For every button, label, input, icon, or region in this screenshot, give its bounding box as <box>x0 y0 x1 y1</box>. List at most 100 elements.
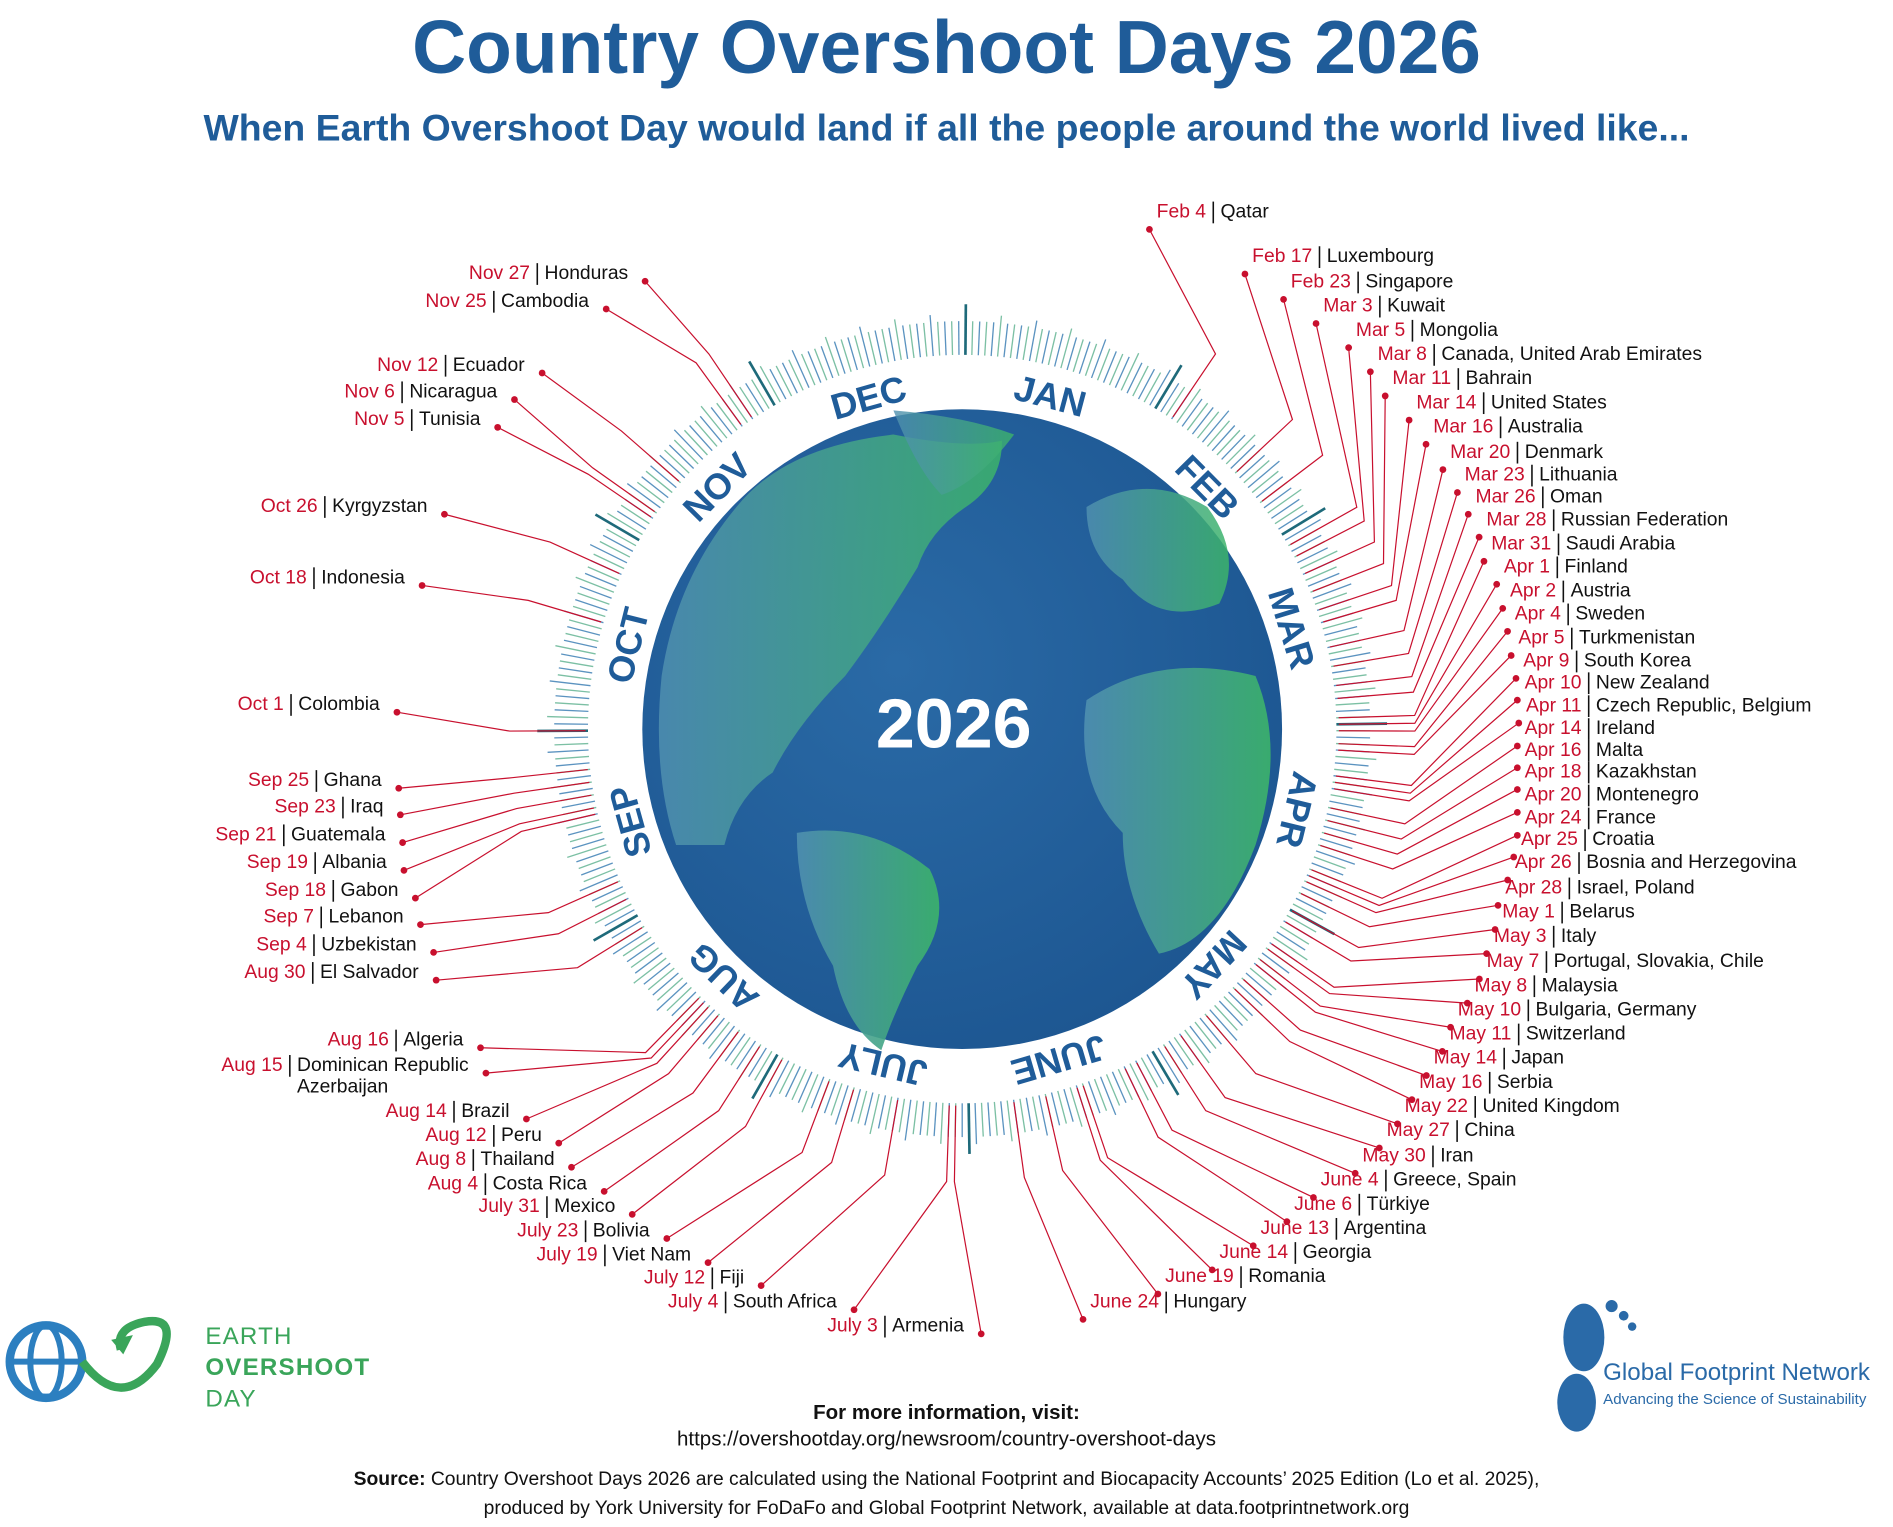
date-label: July 31 <box>479 1196 540 1217</box>
day-tick <box>820 346 834 379</box>
day-tick <box>922 322 928 357</box>
day-tick <box>1038 1095 1049 1136</box>
leader-line <box>1124 1068 1288 1223</box>
day-tick <box>652 972 679 996</box>
day-tick <box>1149 369 1171 406</box>
leader-dot <box>1241 270 1249 278</box>
day-tick <box>569 831 603 843</box>
day-tick <box>926 1101 931 1136</box>
country-label: Algeria <box>403 1030 463 1051</box>
country-label: Ireland <box>1596 718 1655 739</box>
date-label: Mar 5 <box>1356 320 1405 341</box>
date-label: Apr 16 <box>1525 740 1582 761</box>
leader-line <box>1311 834 1518 899</box>
leader-line <box>1330 745 1518 825</box>
leader-dot <box>1351 1169 1359 1177</box>
leader-dot <box>850 1306 858 1314</box>
day-tick <box>1096 348 1111 381</box>
date-label: May 3 <box>1494 926 1547 947</box>
day-tick <box>919 1101 925 1135</box>
day-tick <box>1295 897 1327 915</box>
day-tick <box>1168 1040 1189 1070</box>
day-tick <box>607 512 643 536</box>
leader-dot <box>1438 1048 1446 1055</box>
day-tick <box>708 1025 736 1060</box>
leader-line <box>398 768 588 789</box>
leader-line <box>400 781 590 816</box>
day-tick <box>557 775 591 781</box>
day-tick <box>656 977 684 1001</box>
leader-line <box>1267 948 1468 1004</box>
day-tick <box>950 321 954 356</box>
leader-dot <box>1375 1144 1383 1152</box>
info-url: https://overshootday.org/newsroom/countr… <box>677 1428 1216 1451</box>
day-tick <box>594 891 626 908</box>
leader-dot <box>1408 1096 1416 1104</box>
day-tick <box>668 444 695 469</box>
date-label: Mar 23 <box>1465 465 1525 486</box>
day-tick <box>691 1009 716 1036</box>
leader-dot <box>1513 764 1521 772</box>
day-tick <box>554 736 589 739</box>
leader-line <box>571 1031 739 1168</box>
leader-dot <box>1208 1266 1216 1274</box>
leader-dot <box>1345 344 1353 352</box>
date-label: Feb 23 <box>1291 272 1351 293</box>
day-tick <box>1292 903 1324 921</box>
day-tick <box>1214 1004 1238 1031</box>
date-label: Sep 7 <box>264 907 314 928</box>
day-tick <box>830 1083 843 1116</box>
leader-line <box>497 426 652 518</box>
day-tick <box>858 326 871 367</box>
day-tick <box>884 1096 893 1130</box>
country-label: Turkmenistan <box>1579 628 1695 649</box>
date-label: Aug 16 <box>328 1030 389 1051</box>
country-label: South Korea <box>1584 651 1692 672</box>
country-label: Singapore <box>1365 272 1453 293</box>
day-tick <box>1335 755 1377 761</box>
day-tick <box>645 470 673 494</box>
leader-dot <box>1310 1194 1317 1201</box>
day-tick <box>575 576 615 593</box>
country-label: Tunisia <box>419 409 481 430</box>
day-tick <box>702 1017 725 1045</box>
day-tick <box>1151 1050 1180 1096</box>
leader-line <box>1319 420 1410 611</box>
leader-dot <box>1504 627 1511 635</box>
leader-dot <box>1513 742 1521 750</box>
leader-line <box>953 1105 982 1334</box>
date-label: Sep 25 <box>248 770 309 791</box>
subtitle: When Earth Overshoot Day would land if a… <box>203 106 1689 148</box>
date-label: Apr 24 <box>1525 808 1582 829</box>
day-tick <box>1334 762 1369 767</box>
leader-dot <box>1154 1290 1162 1298</box>
leader-line <box>1306 879 1508 914</box>
day-tick <box>1315 850 1356 865</box>
day-tick <box>671 991 697 1017</box>
day-tick <box>707 1021 730 1049</box>
leader-dot <box>1463 999 1471 1007</box>
day-tick <box>561 800 596 809</box>
day-tick <box>554 702 589 706</box>
day-tick <box>1154 364 1183 410</box>
leader-dot <box>555 1139 563 1147</box>
leader-line <box>436 927 643 981</box>
country-label: Denmark <box>1525 442 1604 463</box>
leader-dot <box>1507 652 1515 659</box>
date-label: Sep 18 <box>265 880 326 901</box>
day-tick <box>1223 996 1249 1022</box>
source-label: Source: <box>354 1469 426 1490</box>
leader-line <box>402 794 592 844</box>
date-label: Apr 28 <box>1505 878 1562 899</box>
leader-dot <box>1480 557 1488 565</box>
day-tick <box>1102 351 1117 383</box>
day-tick <box>1189 1025 1211 1054</box>
day-tick <box>689 425 713 452</box>
date-label: May 1 <box>1502 902 1555 923</box>
day-tick <box>1072 339 1084 372</box>
date-label: Aug 8 <box>416 1149 466 1170</box>
date-label: Apr 26 <box>1515 852 1572 873</box>
country-label: Hungary <box>1173 1292 1246 1313</box>
date-label: Sep 4 <box>256 934 307 955</box>
country-label: Mexico <box>554 1196 615 1217</box>
